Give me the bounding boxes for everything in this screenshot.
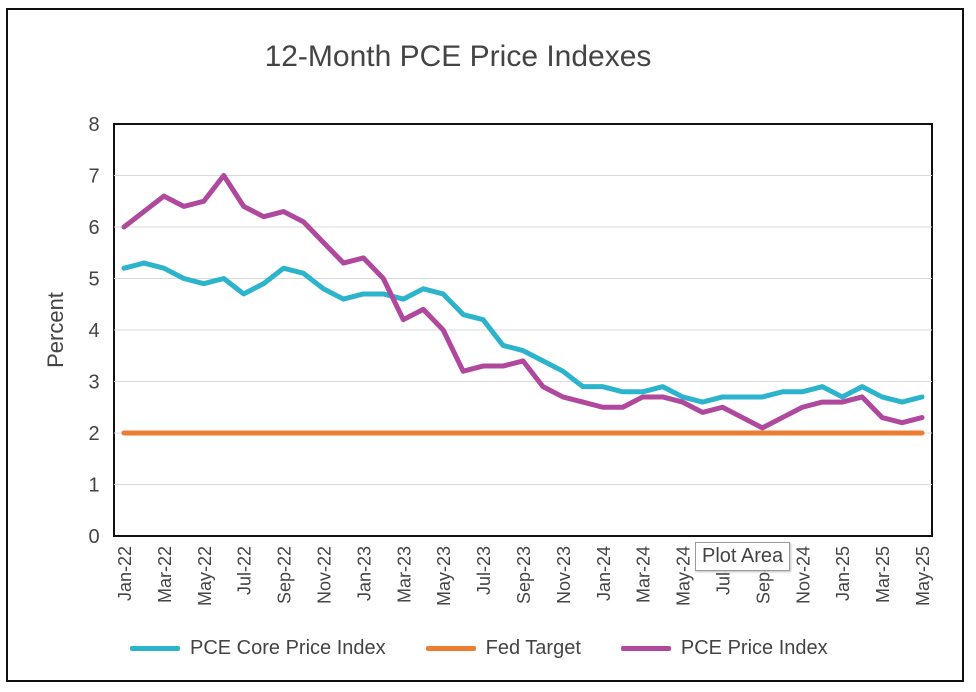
y-tick-label: 3 <box>88 372 99 394</box>
x-tick-label: May-25 <box>913 546 933 606</box>
y-tick-label: 4 <box>88 320 99 342</box>
legend-swatch-pce <box>620 645 671 651</box>
x-tick-label: Mar-23 <box>394 546 414 603</box>
legend-swatch-fed-target <box>425 645 476 651</box>
legend-label-pce: PCE Price Index <box>680 636 828 659</box>
y-tick-labels: 0 1 2 3 4 5 6 7 8 <box>88 114 99 548</box>
x-tick-label: Jul-22 <box>235 546 255 595</box>
x-tick-label: Sep-23 <box>514 546 534 604</box>
plot-area-tooltip: Plot Area <box>695 542 791 571</box>
legend-swatch-core <box>130 645 180 651</box>
x-tick-label: Mar-25 <box>873 546 893 603</box>
x-tick-label: Jan-25 <box>833 546 853 601</box>
y-tick-label: 2 <box>88 423 99 445</box>
y-tick-label: 0 <box>88 526 99 548</box>
x-tick-label: Sep-22 <box>275 546 295 604</box>
legend-item-fed-target[interactable]: Fed Target <box>425 636 581 660</box>
x-tick-label: Mar-24 <box>634 546 654 603</box>
y-axis-label: Percent <box>43 292 68 368</box>
x-tick-label: Jan-22 <box>115 546 135 601</box>
x-tick-label: Nov-23 <box>554 546 574 604</box>
legend-label-core: PCE Core Price Index <box>190 636 386 659</box>
y-tick-label: 7 <box>88 166 99 188</box>
y-tick-label: 1 <box>88 475 99 497</box>
legend-label-fed-target: Fed Target <box>485 636 581 659</box>
x-tick-label: May-24 <box>674 546 694 606</box>
x-tick-labels: Jan-22 Mar-22 May-22 Jul-22 Sep-22 Nov-22 Jan-… <box>115 546 933 606</box>
x-tick-label: May-22 <box>195 546 215 606</box>
y-tick-label: 6 <box>88 217 99 239</box>
legend-item-pce[interactable]: PCE Price Index <box>620 636 828 660</box>
x-tick-label: Jul-23 <box>474 546 494 595</box>
chart-title: 12-Month PCE Price Indexes <box>265 40 652 73</box>
series-line-pce-core-price-index[interactable] <box>121 260 925 405</box>
x-tick-label: Mar-22 <box>155 546 175 603</box>
y-tick-label: 8 <box>88 114 99 136</box>
gridlines <box>114 175 932 485</box>
series-line-pce-price-index[interactable] <box>121 173 925 431</box>
legend: PCE Core Price Index Fed Target PCE Pric… <box>130 636 860 660</box>
y-tick-label: 5 <box>88 269 99 291</box>
legend-item-core[interactable]: PCE Core Price Index <box>130 637 386 660</box>
x-tick-label: Nov-24 <box>793 546 813 604</box>
chart-frame <box>6 8 964 682</box>
series-lines <box>121 173 925 436</box>
x-tick-label: May-23 <box>434 546 454 606</box>
x-tick-label: Jan-23 <box>354 546 374 601</box>
x-tick-label: Jan-24 <box>594 546 614 601</box>
x-tick-label: Nov-22 <box>314 546 334 604</box>
